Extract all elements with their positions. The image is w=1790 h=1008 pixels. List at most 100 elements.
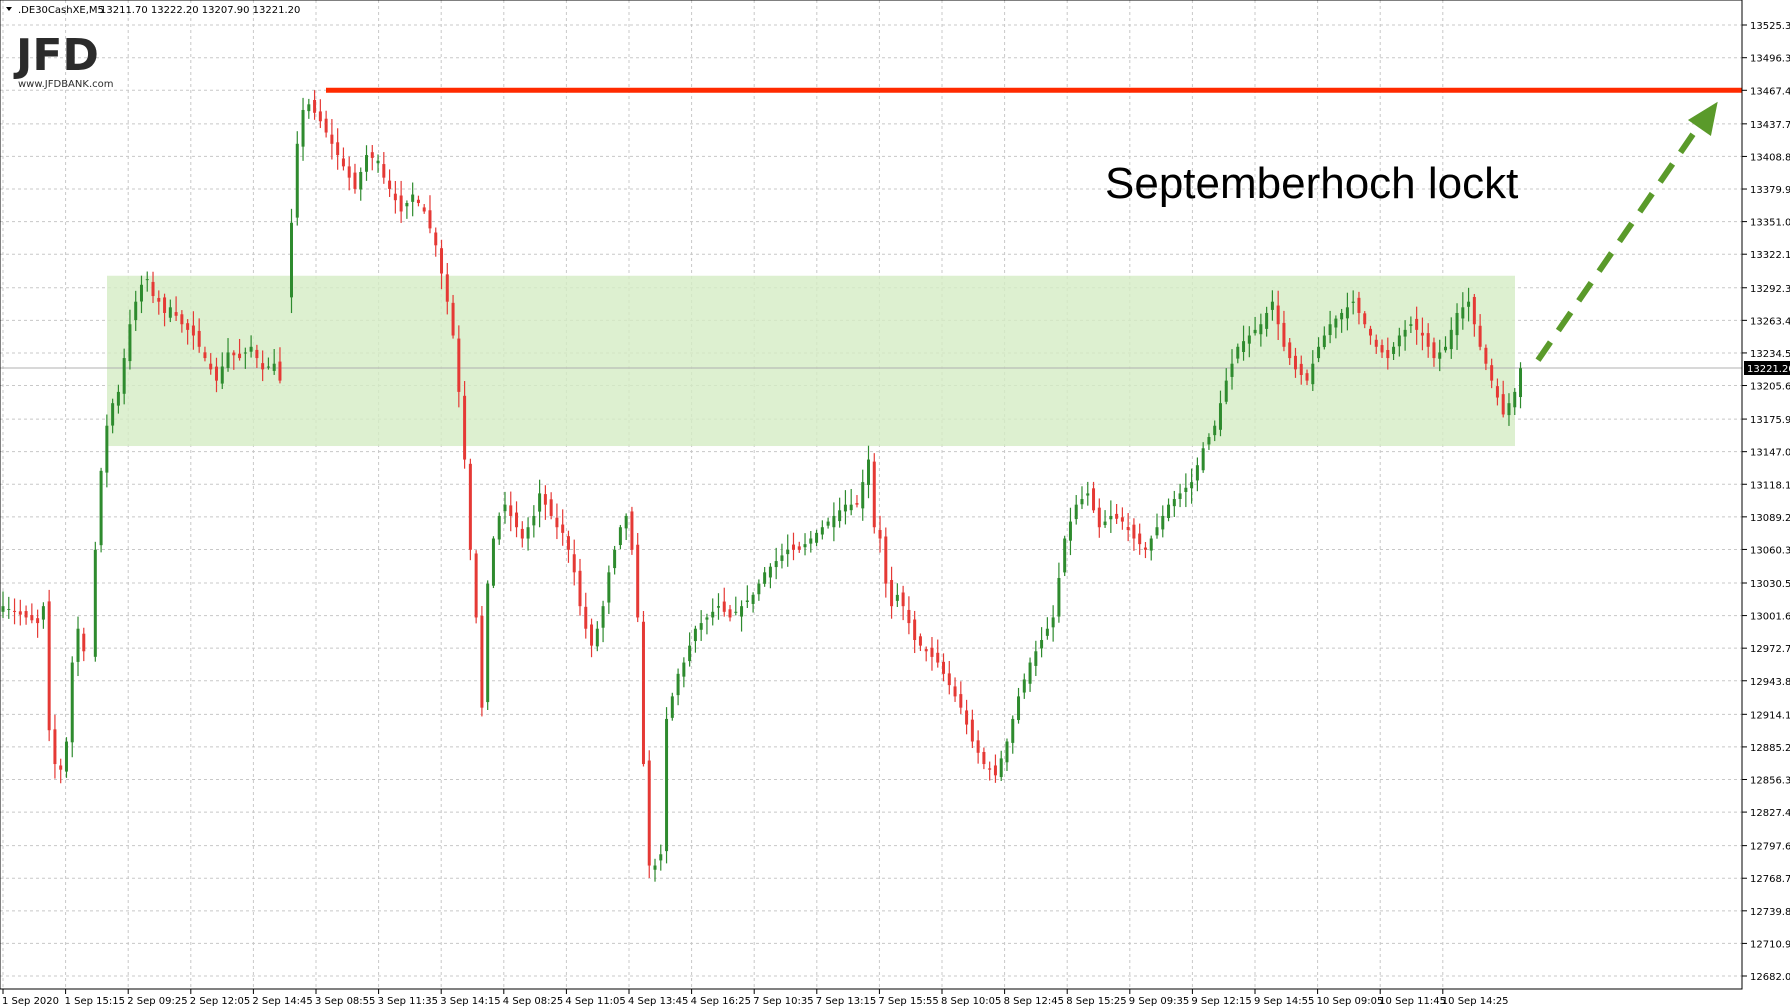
x-tick-label: 4 Sep 11:05: [565, 996, 625, 1007]
candle-body: [647, 760, 651, 866]
candle-body: [1040, 639, 1044, 649]
x-tick-label: 3 Sep 11:35: [378, 996, 438, 1007]
candle-body: [503, 504, 507, 512]
target-arrow: [1535, 101, 1718, 362]
candle-body: [1449, 329, 1453, 350]
x-tick-label: 7 Sep 10:35: [753, 996, 813, 1007]
candle-body: [670, 696, 674, 718]
candle-body: [815, 532, 819, 543]
candle-body: [336, 142, 340, 156]
candle-body: [491, 538, 495, 586]
candle-body: [751, 594, 755, 604]
candle-body: [988, 768, 992, 770]
candle-body: [1305, 373, 1309, 381]
candle-body: [809, 538, 813, 544]
candle-body: [1074, 504, 1078, 520]
y-tick-label: 13525.35: [1750, 21, 1790, 32]
y-tick-label: 12972.75: [1750, 644, 1790, 655]
candle-body: [255, 349, 259, 359]
candle-body: [1484, 347, 1488, 364]
candle-body: [1478, 325, 1482, 347]
candle-body: [1149, 538, 1153, 551]
candle-body: [1276, 305, 1280, 325]
x-tick-label: 1 Sep 15:15: [65, 996, 125, 1007]
candle-body: [41, 606, 45, 620]
candle-body: [232, 352, 236, 356]
x-axis: 1 Sep 2020 1 Sep 15:15 2 Sep 09:25 2 Sep 12…: [2, 989, 1509, 1007]
candle-body: [820, 527, 824, 535]
candle-body: [601, 606, 605, 628]
candle-body: [64, 741, 68, 772]
candle-body: [93, 549, 97, 657]
candle-body: [382, 164, 386, 178]
y-tick-label: 13001.65: [1750, 612, 1790, 623]
x-tick-label: 8 Sep 15:25: [1066, 996, 1126, 1007]
candle-body: [468, 463, 472, 550]
candle-body: [13, 610, 17, 612]
candle-body: [1201, 448, 1205, 471]
candle-body: [1011, 718, 1015, 743]
candles: [1, 90, 1523, 882]
candle-body: [330, 134, 334, 144]
candle-body: [411, 194, 415, 202]
candle-body: [365, 155, 369, 172]
y-tick-label: 13467.45: [1750, 86, 1790, 97]
candle-body: [1103, 521, 1107, 526]
y-tick-label: 12856.30: [1750, 775, 1790, 786]
candle-body: [399, 195, 403, 212]
y-tick-label: 12768.75: [1750, 874, 1790, 885]
y-tick-label: 13379.90: [1750, 185, 1790, 196]
candle-body: [884, 536, 888, 584]
candle-body: [1513, 391, 1517, 408]
candle-body: [53, 729, 57, 765]
candle-body: [249, 346, 253, 352]
candle-body: [376, 160, 380, 164]
candle-body: [705, 617, 709, 620]
candle-body: [947, 673, 951, 686]
candle-body: [1328, 324, 1332, 336]
y-tick-label: 12943.85: [1750, 677, 1790, 688]
candle-body: [1218, 403, 1222, 430]
x-tick-label: 3 Sep 14:15: [440, 996, 500, 1007]
candle-body: [1392, 346, 1396, 354]
candle-body: [999, 758, 1003, 778]
candle-body: [480, 615, 484, 708]
candle-body: [515, 512, 519, 528]
candle-body: [653, 865, 657, 870]
candle-body: [1455, 312, 1459, 336]
candle-body: [1345, 307, 1349, 319]
candle-body: [1224, 380, 1228, 402]
y-tick-label: 13496.35: [1750, 54, 1790, 65]
candle-body: [716, 606, 720, 608]
candle-body: [295, 143, 299, 218]
candle-body: [393, 193, 397, 201]
candle-body: [1017, 696, 1021, 721]
candle-body: [936, 652, 940, 663]
candle-body: [1472, 296, 1476, 325]
x-tick-label: 9 Sep 14:55: [1254, 996, 1314, 1007]
candle-body: [1242, 341, 1246, 352]
candle-body: [1236, 346, 1240, 359]
logo-site: www.JFDBANK.com: [18, 79, 113, 90]
candle-body: [1311, 363, 1315, 385]
x-tick-label: 2 Sep 09:25: [127, 996, 187, 1007]
candle-body: [76, 628, 80, 662]
candle-body: [607, 572, 611, 603]
candle-body: [1092, 488, 1096, 511]
candle-body: [976, 740, 980, 753]
candle-body: [786, 549, 790, 555]
candle-body: [930, 647, 934, 657]
candle-body: [843, 504, 847, 512]
candle-body: [341, 158, 345, 167]
candle-body: [953, 686, 957, 697]
candle-body: [682, 662, 686, 677]
candle-body: [122, 358, 126, 394]
candle-body: [867, 459, 870, 485]
x-tick-label: 2 Sep 12:05: [190, 996, 250, 1007]
candle-body: [595, 628, 599, 647]
candle-body: [1132, 524, 1136, 539]
candle-body: [757, 583, 761, 595]
candle-body: [665, 718, 669, 852]
candle-body: [370, 152, 374, 158]
y-tick-label: 13118.10: [1750, 480, 1790, 491]
